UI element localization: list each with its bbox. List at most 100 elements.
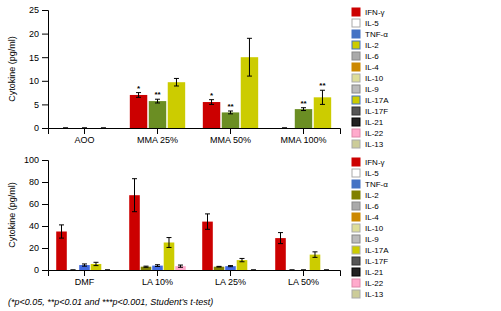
y-tick-mark xyxy=(42,10,48,11)
y-tick-label: 0 xyxy=(34,123,39,133)
error-bar xyxy=(138,93,139,98)
x-tick-label: LA 10% xyxy=(142,277,173,287)
y-tick: 20 xyxy=(29,243,48,253)
significance-labels: ********** xyxy=(137,81,326,111)
error-cap xyxy=(132,211,137,212)
x-tick: AOO xyxy=(74,128,94,145)
panel: 0510152025AOOMMA 25%MMA 50%MMA 100%Cytok… xyxy=(7,5,389,148)
legend-label: IL-5 xyxy=(365,19,379,28)
plot-area xyxy=(63,38,331,128)
legend-item: IFN-γ xyxy=(352,158,385,167)
error-cap xyxy=(93,265,98,266)
legend-swatch xyxy=(352,224,360,232)
bar xyxy=(102,270,113,271)
legend-swatch xyxy=(352,158,360,166)
y-tick-label: 10 xyxy=(29,76,39,86)
bar xyxy=(295,109,312,128)
series xyxy=(79,264,306,270)
legend-label: IL-22 xyxy=(365,279,384,288)
error-cap xyxy=(217,267,222,268)
error-cap xyxy=(228,113,233,114)
series xyxy=(91,238,321,270)
error-bar xyxy=(322,90,323,104)
y-tick-label: 60 xyxy=(29,199,39,209)
y-tick: 80 xyxy=(29,177,48,187)
error-bar xyxy=(211,100,212,105)
error-cap xyxy=(251,270,256,271)
y-axis: 0510152025 xyxy=(29,5,49,133)
legend-swatch xyxy=(352,63,360,71)
x-tick-mark xyxy=(230,128,231,134)
legend-item: IL-13 xyxy=(352,290,384,299)
legend-label: IL-22 xyxy=(365,129,384,138)
bar xyxy=(248,270,259,271)
bar xyxy=(68,270,79,271)
y-tick-label: 100 xyxy=(24,155,39,165)
y-tick: 40 xyxy=(29,221,48,231)
x-tick-label: AOO xyxy=(74,135,94,145)
legend-swatch xyxy=(352,180,360,188)
legend-label: IL-6 xyxy=(365,52,379,61)
error-cap xyxy=(290,270,295,271)
x-tick-label: MMA 100% xyxy=(280,135,326,145)
y-tick-mark xyxy=(42,226,48,227)
x-tick: LA 50% xyxy=(288,270,319,287)
bar xyxy=(203,102,220,128)
error-cap xyxy=(228,265,233,266)
legend: IFN-γIL-5TNF-αIL-2IL-6IL-4IL-10IL-9IL-17… xyxy=(352,158,389,299)
y-tick-label: 25 xyxy=(29,5,39,15)
x-tick: MMA 100% xyxy=(280,128,326,145)
legend-swatch xyxy=(352,129,360,137)
error-cap xyxy=(82,263,87,264)
legend-label: IL-13 xyxy=(365,290,384,299)
legend-swatch xyxy=(352,191,360,199)
error-cap xyxy=(301,110,306,111)
x-tick-label: LA 25% xyxy=(215,277,246,287)
x-tick-mark xyxy=(303,270,304,276)
legend-swatch xyxy=(352,169,360,177)
y-tick: 100 xyxy=(24,155,48,165)
significance-label: ** xyxy=(300,99,307,108)
error-bar xyxy=(280,233,281,244)
legend-label: IL-2 xyxy=(365,41,379,50)
bar xyxy=(321,270,332,271)
error-cap xyxy=(155,102,160,103)
legend-item: IL-6 xyxy=(352,52,379,61)
y-tick: 20 xyxy=(29,29,48,39)
error-cap xyxy=(59,238,64,239)
y-axis-line xyxy=(42,161,49,271)
error-cap xyxy=(239,261,244,262)
legend-swatch xyxy=(352,279,360,287)
legend-swatch xyxy=(352,8,360,16)
y-tick-label: 40 xyxy=(29,221,39,231)
error-cap xyxy=(282,128,287,129)
series xyxy=(82,99,312,128)
legend-swatch xyxy=(352,96,360,104)
bar xyxy=(310,255,321,270)
x-axis: AOOMMA 25%MMA 50%MMA 100% xyxy=(49,128,341,145)
legend-label: IL-17F xyxy=(365,107,388,116)
error-bar xyxy=(61,225,62,238)
legend-swatch xyxy=(352,41,360,49)
legend-item: IL-6 xyxy=(352,202,379,211)
y-tick-mark xyxy=(42,204,48,205)
y-tick-label: 5 xyxy=(34,100,39,110)
chart-container: 0510152025AOOMMA 25%MMA 50%MMA 100%Cytok… xyxy=(0,0,501,311)
error-cap xyxy=(59,224,64,225)
legend-swatch xyxy=(352,85,360,93)
legend-label: IL-6 xyxy=(365,202,379,211)
bar xyxy=(149,101,166,128)
y-tick-label: 0 xyxy=(34,265,39,275)
error-cap xyxy=(155,266,160,267)
error-cap xyxy=(178,267,183,268)
legend-swatch xyxy=(352,52,360,60)
x-axis: DMFLA 10%LA 25%LA 50% xyxy=(49,270,341,287)
y-tick-mark xyxy=(42,248,48,249)
legend-label: IL-4 xyxy=(365,63,379,72)
series xyxy=(101,38,331,128)
legend-item: IL-9 xyxy=(352,85,379,94)
legend-item: IL-17F xyxy=(352,257,388,266)
legend-swatch xyxy=(352,74,360,82)
legend-label: TNF-α xyxy=(365,30,388,39)
x-axis-line xyxy=(49,271,341,277)
